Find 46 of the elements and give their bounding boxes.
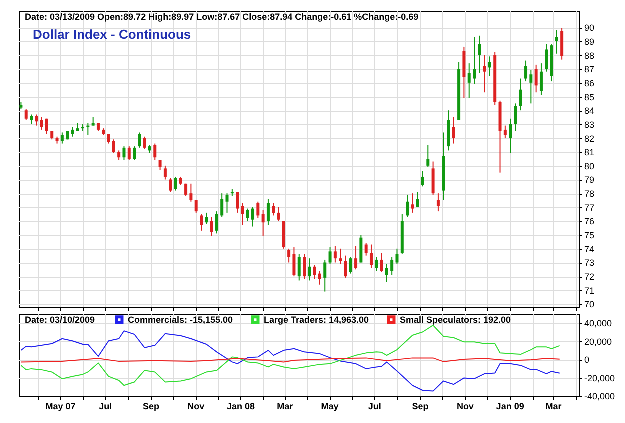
x-tick-label: Jul <box>99 402 112 412</box>
y-tick-label: 20,000 <box>584 336 612 347</box>
x-tick-label: May <box>321 402 339 412</box>
y-tick-label: 82 <box>584 134 595 144</box>
x-tick-label: Sep <box>412 402 430 412</box>
y-tick-label: 84 <box>584 106 595 116</box>
y-tick-label: 0 <box>584 355 590 366</box>
y-tick-label: 88 <box>584 50 595 61</box>
x-tick-label: Jan 08 <box>226 402 256 412</box>
y-tick-label: 81 <box>584 148 595 158</box>
y-tick-label: 86 <box>584 78 595 88</box>
y-tick-label: -20,000 <box>584 373 616 384</box>
y-tick-label: 90 <box>584 23 595 34</box>
annotation: Date: 03/10/2009 <box>25 315 96 325</box>
line-series <box>20 324 560 386</box>
x-tick-label: Nov <box>456 402 474 412</box>
y-tick-label: 79 <box>584 175 595 186</box>
y-tick-label: 70 <box>584 300 595 310</box>
x-tick-label: May 07 <box>46 402 76 412</box>
y-tick-label: 71 <box>584 286 595 296</box>
y-tick-label: 74 <box>584 244 595 254</box>
y-tick-label: 80 <box>584 161 595 172</box>
y-tick-label: 73 <box>584 258 595 268</box>
y-tick-label: 77 <box>584 202 595 213</box>
x-tick-label: Jan 09 <box>496 402 524 412</box>
line-series <box>20 330 560 392</box>
y-tick-label: 76 <box>584 216 595 227</box>
x-tick-label: Sep <box>142 402 160 412</box>
legend-label: Small Speculators: 192.00 <box>400 314 512 325</box>
annotation: Date: 03/13/2009 Open:89.72 High:89.97 Low:87.67 Close:87.94 Change:-0.61 %Change:-0.69 <box>25 12 419 22</box>
x-tick-label: Mar <box>546 402 562 412</box>
legend-label: Commercials: -15,155.00 <box>128 314 234 325</box>
y-tick-label: 75 <box>584 230 595 241</box>
y-tick-label: 78 <box>584 189 595 200</box>
y-tick-label: 87 <box>584 64 595 75</box>
legend-label: Large Traders: 14,963.00 <box>264 314 370 325</box>
y-tick-label: 83 <box>584 120 595 130</box>
y-tick-label: 89 <box>584 36 595 47</box>
text: Dollar Index - Continuous <box>33 27 192 42</box>
y-tick-label: 85 <box>584 92 595 102</box>
x-tick-label: Nov <box>188 402 205 412</box>
y-tick-label: -40,000 <box>584 392 616 402</box>
x-tick-label: Jul <box>368 402 382 412</box>
y-tick-label: 72 <box>584 272 595 282</box>
y-tick-label: 40,000 <box>584 318 612 329</box>
x-tick-label: Mar <box>277 402 294 412</box>
